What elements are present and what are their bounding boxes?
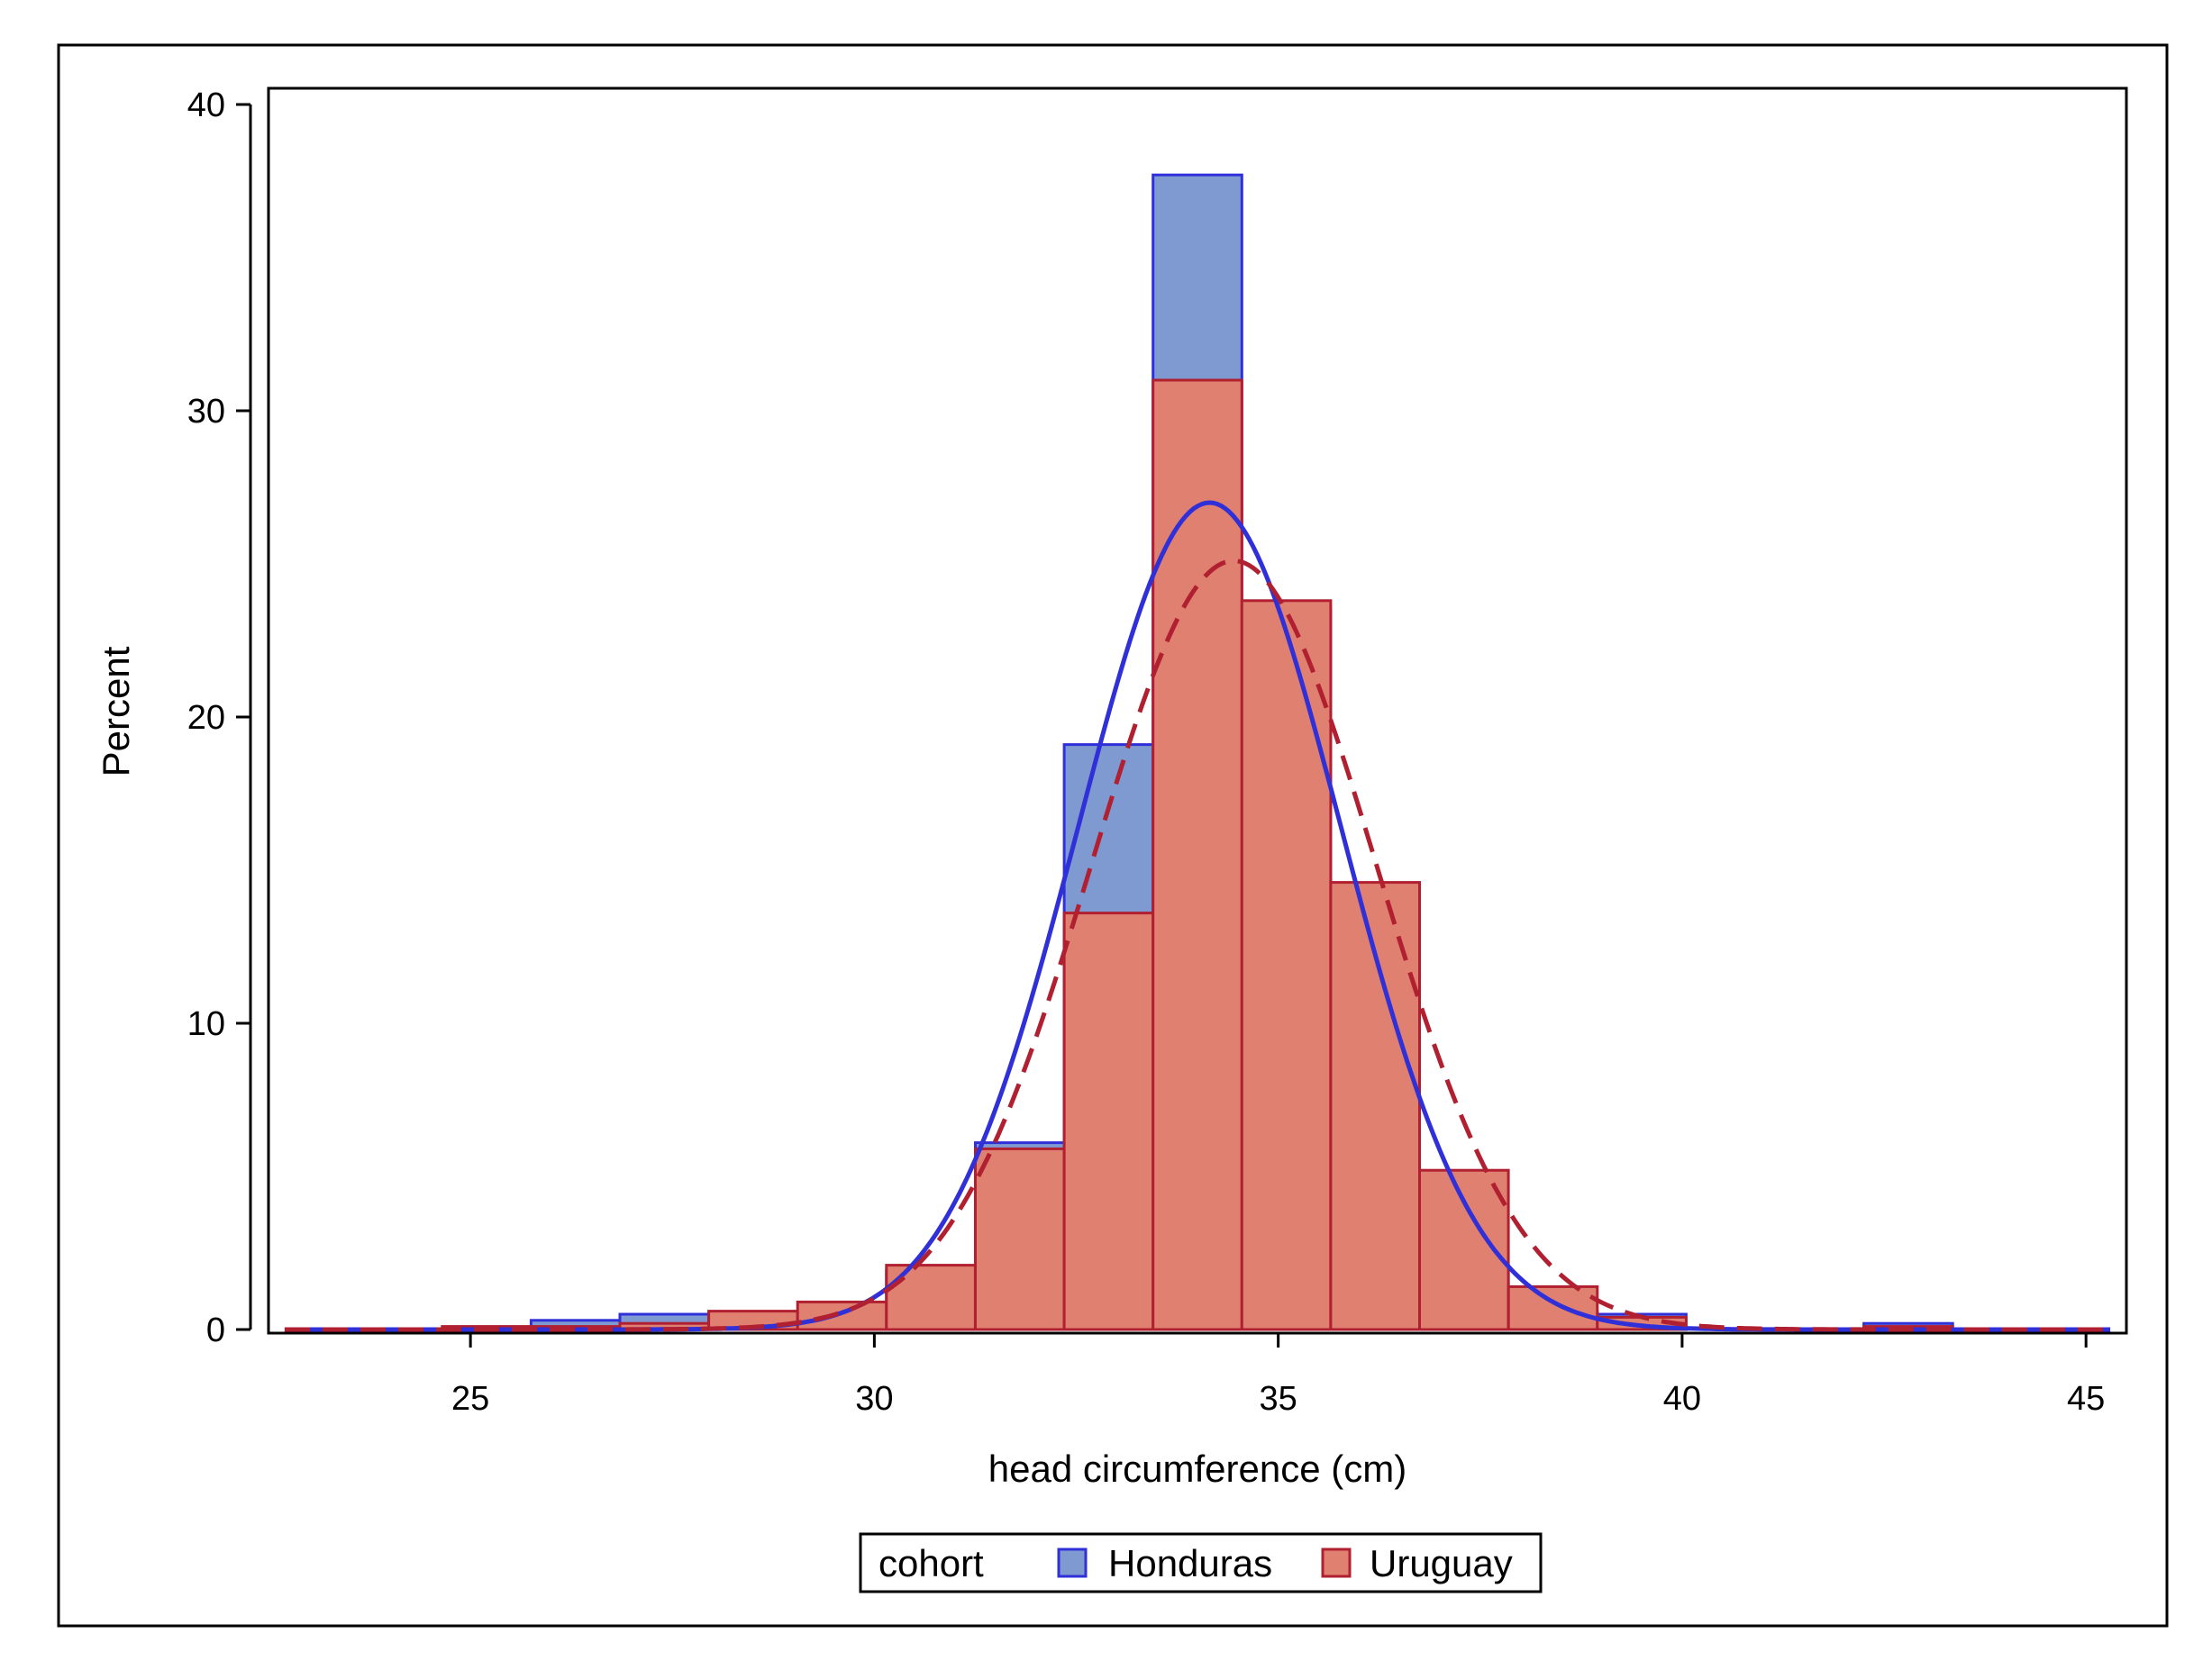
legend-title: cohort — [878, 1542, 984, 1584]
histogram-bar-uruguay-12 — [1507, 1284, 1599, 1331]
x-axis-title: head circumference (cm) — [988, 1448, 1406, 1490]
x-tick-label-45: 45 — [2067, 1380, 2105, 1418]
uruguay-bars — [441, 378, 1954, 1331]
y-tick-label-40: 40 — [187, 86, 225, 124]
y-axis: 0 10 20 30 40 — [187, 86, 252, 1349]
uruguay-normal-curve — [284, 558, 2111, 1332]
y-tick-label-30: 30 — [187, 393, 225, 431]
legend-frame — [859, 1532, 1543, 1593]
histogram-bar-uruguay-7 — [1062, 912, 1155, 1331]
y-tick-label-10: 10 — [187, 1005, 225, 1043]
x-tick-label-40: 40 — [1663, 1380, 1701, 1418]
y-tick-label-20: 20 — [187, 699, 225, 737]
histogram-bar-uruguay-9 — [1240, 599, 1333, 1331]
histogram-bar-uruguay-4 — [796, 1300, 888, 1331]
histogram-bar-uruguay-8 — [1152, 378, 1243, 1331]
histogram-bar-uruguay-6 — [974, 1147, 1066, 1331]
x-tick-label-25: 25 — [451, 1380, 489, 1418]
x-tick-label-30: 30 — [855, 1380, 893, 1418]
x-tick-label-35: 35 — [1260, 1380, 1297, 1418]
legend: cohort Honduras Uruguay — [859, 1532, 1543, 1593]
legend-swatch-honduras — [1057, 1548, 1088, 1578]
legend-swatch-uruguay — [1321, 1548, 1352, 1578]
y-axis-title: Percent — [95, 646, 137, 776]
legend-label-honduras: Honduras — [1108, 1542, 1272, 1584]
plot-area-frame — [267, 86, 2128, 1335]
x-axis: 25 30 35 40 45 — [451, 1333, 2105, 1418]
legend-label-uruguay: Uruguay — [1370, 1542, 1513, 1584]
y-tick-label-0: 0 — [206, 1312, 225, 1349]
